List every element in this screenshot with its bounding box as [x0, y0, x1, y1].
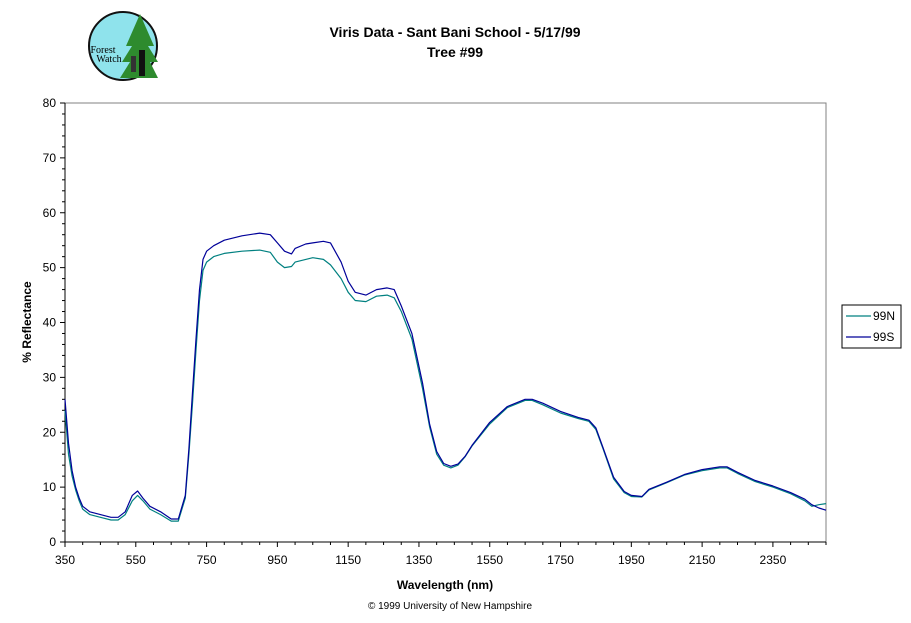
- y-tick-label: 20: [43, 425, 57, 439]
- legend-box: [841, 304, 902, 349]
- x-tick-label: 1150: [335, 553, 361, 567]
- y-tick-label: 60: [43, 206, 57, 220]
- x-tick-label: 550: [126, 553, 146, 567]
- x-tick-label: 750: [197, 553, 217, 567]
- x-tick-label: 1550: [476, 553, 503, 567]
- chart-subtitle: Tree #99: [427, 44, 483, 60]
- series-line-99S: [64, 232, 827, 520]
- x-tick-label: 2150: [689, 553, 716, 567]
- y-tick-label: 80: [43, 96, 57, 110]
- legend-label-99N: 99N: [873, 309, 895, 323]
- copyright-text: © 1999 University of New Hampshire: [368, 601, 533, 612]
- legend: 99N 99S: [841, 304, 902, 349]
- plot-area: [64, 102, 827, 543]
- logo-text-line1: Forest: [91, 45, 116, 56]
- x-tick-label: 1350: [406, 553, 433, 567]
- x-tick-label: 1950: [618, 553, 645, 567]
- y-tick-label: 30: [43, 370, 57, 384]
- y-tick-label: 70: [43, 151, 57, 165]
- x-tick-label: 2350: [760, 553, 787, 567]
- chart-title: Viris Data - Sant Bani School - 5/17/99: [329, 24, 580, 40]
- y-tick-label: 10: [43, 480, 57, 494]
- forest-watch-logo: Forest Watch: [88, 11, 158, 81]
- x-tick-label: 950: [267, 553, 287, 567]
- y-tick-label: 40: [43, 316, 57, 330]
- x-tick-label: 1750: [547, 553, 574, 567]
- logo-text-line2: Watch: [96, 54, 121, 65]
- x-axis-ticks: 350 550 750 950 1150 1350 1550 1750 1950 2150 2350: [55, 542, 827, 567]
- y-tick-label: 50: [43, 261, 57, 275]
- y-axis-label: % Reflectance: [20, 281, 34, 363]
- legend-label-99S: 99S: [873, 330, 894, 344]
- series-layer: [64, 232, 827, 522]
- y-axis-ticks: 0 10 20 30 40 50 60 70 80: [43, 96, 65, 549]
- x-tick-label: 350: [55, 553, 75, 567]
- y-tick-label: 0: [49, 535, 56, 549]
- x-axis-label: Wavelength (nm): [397, 578, 493, 592]
